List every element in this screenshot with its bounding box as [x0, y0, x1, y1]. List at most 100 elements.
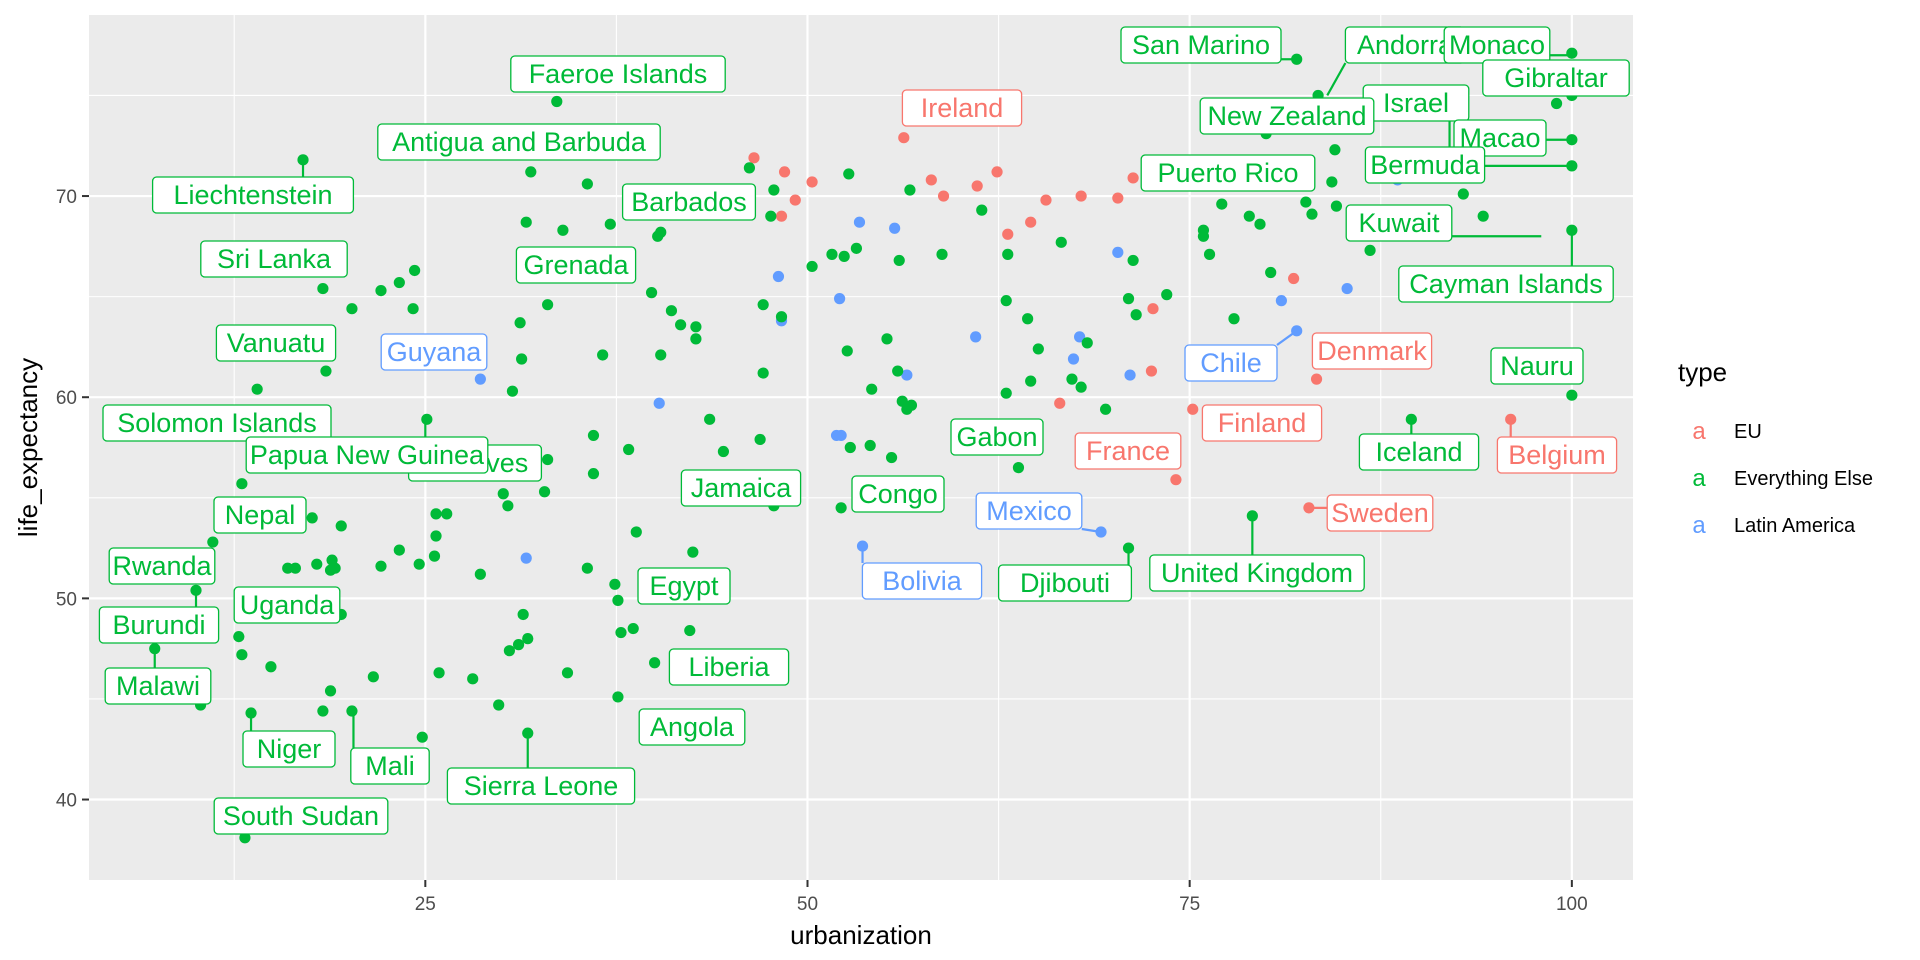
country-label-text: Liberia	[688, 652, 770, 682]
point-everything-else	[1000, 387, 1012, 399]
country-label-text: Barbados	[631, 187, 747, 217]
point-everything-else	[1566, 47, 1578, 59]
country-label-box	[851, 475, 945, 513]
country-label: Nauru	[1490, 347, 1584, 385]
point-everything-else	[754, 433, 766, 446]
country-label: Puerto Rico	[1140, 154, 1316, 192]
country-label-box	[1398, 265, 1614, 303]
legend-key-glyph: a	[1692, 465, 1706, 492]
point-everything-else	[407, 303, 419, 315]
point-everything-else	[1032, 343, 1044, 355]
country-label-box	[1120, 26, 1282, 64]
country-label-text: Congo	[858, 479, 938, 509]
point-everything-else	[1300, 196, 1312, 208]
point-everything-else	[881, 333, 893, 345]
country-label-box	[861, 562, 983, 600]
point-everything-else	[835, 502, 847, 514]
point-everything-else	[743, 162, 756, 174]
point-eu	[1170, 474, 1182, 486]
point-everything-else	[1197, 230, 1210, 242]
country-label: United Kingdom	[1149, 554, 1365, 592]
country-label: Djibouti	[997, 564, 1133, 602]
country-label-text: Sierra Leone	[464, 771, 619, 801]
point-everything-else	[441, 508, 453, 520]
point-latin-america	[1291, 325, 1303, 337]
x-axis-title: urbanization	[790, 920, 932, 950]
point-everything-else	[207, 536, 219, 548]
point-everything-else	[604, 218, 616, 230]
point-everything-else	[1025, 375, 1037, 387]
point-everything-else	[844, 441, 856, 454]
country-label: Gibraltar	[1482, 59, 1630, 97]
point-everything-else	[251, 383, 263, 395]
point-everything-else	[236, 478, 248, 490]
point-latin-america	[1095, 526, 1107, 538]
country-label: Kuwait	[1345, 204, 1453, 242]
point-everything-else	[1326, 176, 1338, 188]
country-label-box	[151, 176, 355, 214]
point-everything-else	[1291, 53, 1303, 65]
country-label-box	[1358, 433, 1480, 471]
point-everything-else	[512, 639, 525, 651]
country-label: Mexico	[975, 492, 1083, 530]
country-label-box	[446, 767, 636, 805]
point-everything-else	[317, 705, 329, 717]
country-label-text: Liechtenstein	[173, 180, 332, 210]
point-eu	[925, 174, 937, 186]
point-everything-else	[893, 254, 905, 267]
country-label-text: Angola	[650, 712, 735, 742]
country-label-box	[637, 567, 731, 605]
point-everything-else	[522, 727, 534, 739]
point-everything-else	[1364, 244, 1376, 256]
point-everything-else	[1330, 200, 1343, 212]
country-label: Andorra	[1344, 26, 1466, 64]
point-everything-else	[1000, 295, 1012, 307]
point-everything-else	[655, 349, 667, 361]
point-everything-else	[413, 558, 425, 570]
point-eu	[1025, 216, 1037, 228]
point-eu	[1054, 397, 1066, 409]
country-label-text: Mali	[365, 751, 415, 781]
country-label-box	[638, 708, 746, 746]
point-everything-else	[538, 486, 551, 498]
country-label-text: Rwanda	[112, 551, 212, 581]
point-everything-else	[326, 554, 338, 566]
country-label: Solomon Islands	[102, 404, 332, 442]
point-latin-america	[856, 540, 869, 552]
country-label: Vanuatu	[215, 324, 337, 362]
point-everything-else	[265, 661, 277, 673]
country-label-text: Finland	[1218, 408, 1307, 438]
point-everything-else	[684, 624, 696, 637]
country-label: Bermuda	[1364, 146, 1486, 184]
country-label-box	[102, 404, 332, 442]
country-label-text: Bolivia	[882, 566, 963, 596]
country-label-text: Nauru	[1500, 351, 1574, 381]
legend-key-glyph: a	[1692, 512, 1706, 539]
y-tick-label: 40	[56, 791, 77, 812]
country-label-text: Antigua and Barbuda	[392, 127, 647, 157]
point-everything-else	[655, 226, 667, 238]
point-everything-else	[282, 562, 294, 574]
country-label-box	[1496, 436, 1618, 474]
point-everything-else	[1012, 462, 1025, 474]
point-latin-america	[1074, 331, 1086, 343]
point-everything-else	[1265, 266, 1277, 279]
point-latin-america	[1112, 246, 1124, 258]
country-label-text: Niger	[257, 734, 322, 764]
point-everything-else	[393, 276, 405, 289]
point-everything-else	[1002, 248, 1014, 260]
country-label-box	[245, 436, 489, 474]
point-everything-else	[542, 453, 554, 466]
point-everything-else	[690, 333, 702, 345]
country-label: Denmark	[1311, 332, 1433, 370]
country-label-box	[98, 606, 220, 644]
country-label: Niger	[242, 730, 336, 768]
point-everything-else	[768, 184, 780, 196]
point-everything-else	[866, 383, 878, 395]
point-everything-else	[1099, 403, 1112, 415]
country-label-box	[350, 747, 430, 785]
point-everything-else	[885, 451, 898, 464]
point-everything-else	[428, 550, 441, 562]
country-label-text: Burundi	[112, 610, 205, 640]
country-label-box	[1345, 204, 1453, 242]
